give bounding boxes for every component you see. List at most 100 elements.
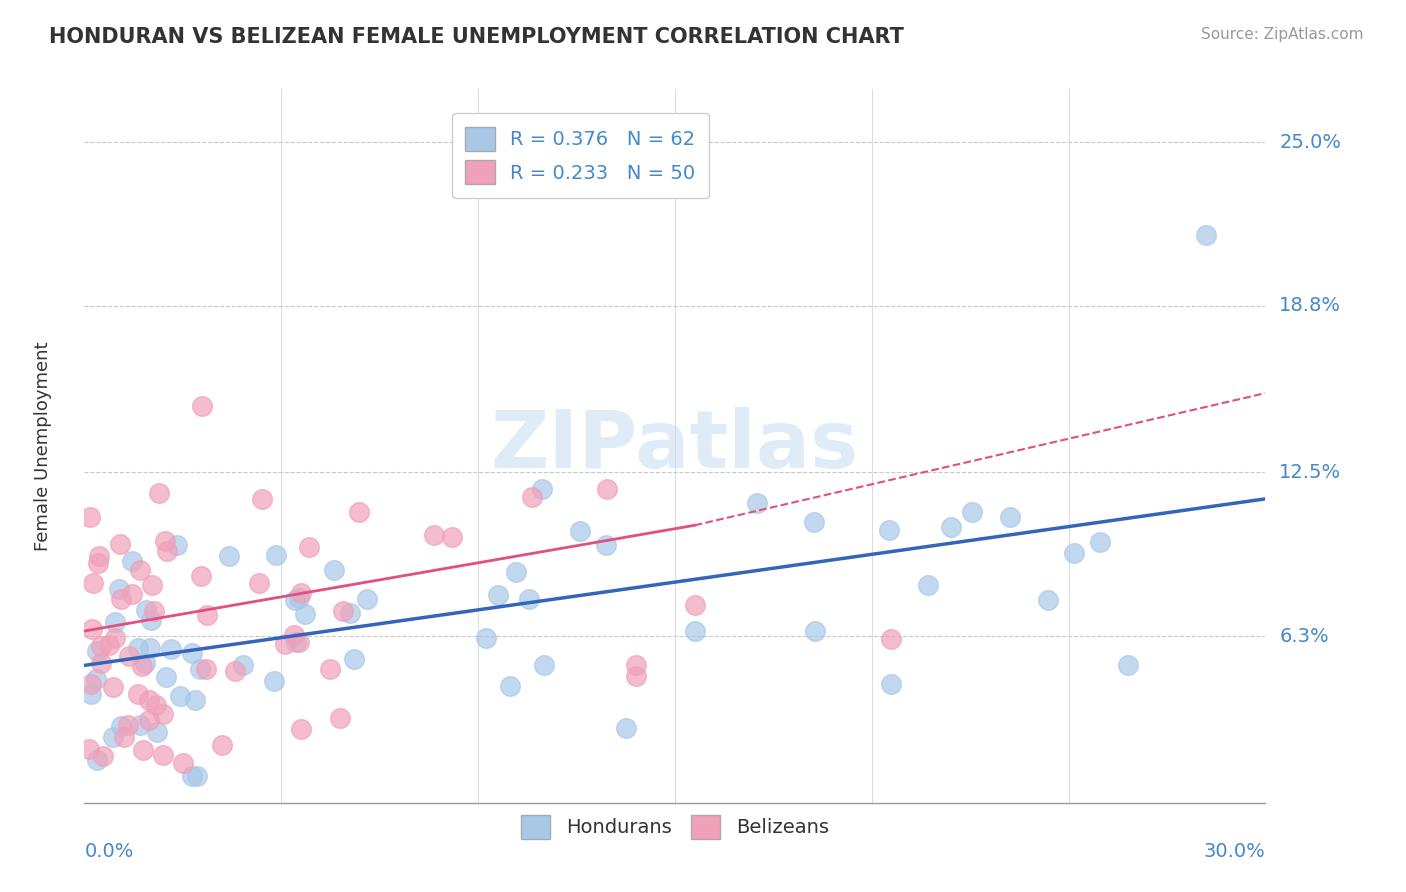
Point [683, 598, 706, 612]
Point [624, 669, 647, 683]
Point [880, 632, 903, 646]
Text: 6.3%: 6.3% [1279, 627, 1329, 646]
Point [250, 491, 273, 506]
Point [183, 692, 205, 706]
Point [1090, 535, 1112, 549]
Point [522, 490, 544, 504]
Point [104, 631, 127, 645]
Point [804, 624, 827, 638]
Point [218, 549, 240, 563]
Point [519, 592, 541, 607]
Point [152, 707, 174, 722]
Point [112, 730, 135, 744]
Point [82, 576, 104, 591]
Point [181, 769, 204, 783]
Point [89, 549, 111, 563]
Point [232, 657, 254, 672]
Text: Female Unemployment: Female Unemployment [34, 342, 52, 550]
Point [285, 635, 308, 649]
Point [80, 622, 103, 636]
Point [134, 603, 156, 617]
Point [880, 677, 903, 691]
Point [141, 577, 163, 591]
Point [499, 679, 522, 693]
Point [104, 615, 127, 629]
Point [596, 482, 619, 496]
Point [142, 604, 165, 618]
Point [108, 582, 131, 597]
Point [146, 725, 169, 739]
Point [121, 554, 143, 568]
Point [110, 537, 132, 551]
Text: 12.5%: 12.5% [1279, 463, 1341, 482]
Point [84, 672, 107, 686]
Point [79, 509, 101, 524]
Point [139, 640, 162, 655]
Point [332, 603, 354, 617]
Point [145, 698, 167, 712]
Point [110, 719, 132, 733]
Point [160, 642, 183, 657]
Point [530, 483, 553, 497]
Point [441, 530, 464, 544]
Point [533, 657, 555, 672]
Point [121, 587, 143, 601]
Point [148, 486, 170, 500]
Point [129, 563, 152, 577]
Point [595, 539, 617, 553]
Point [80, 677, 103, 691]
Text: ZIPatlas: ZIPatlas [491, 407, 859, 485]
Point [166, 538, 188, 552]
Point [745, 496, 768, 510]
Point [998, 510, 1021, 524]
Point [139, 613, 162, 627]
Point [423, 528, 446, 542]
Point [195, 607, 218, 622]
Point [356, 592, 378, 607]
Point [101, 680, 124, 694]
Point [127, 687, 149, 701]
Point [77, 741, 100, 756]
Point [224, 665, 246, 679]
Point [568, 524, 591, 538]
Point [211, 738, 233, 752]
Point [169, 690, 191, 704]
Point [172, 756, 194, 771]
Point [86, 644, 108, 658]
Point [101, 730, 124, 744]
Point [939, 520, 962, 534]
Point [138, 713, 160, 727]
Point [188, 662, 211, 676]
Point [1195, 227, 1218, 242]
Point [80, 687, 103, 701]
Point [155, 670, 177, 684]
Text: 30.0%: 30.0% [1204, 842, 1265, 861]
Point [132, 743, 155, 757]
Point [683, 624, 706, 638]
Point [283, 628, 305, 642]
Point [505, 565, 527, 579]
Point [1063, 546, 1085, 560]
Text: 0.0%: 0.0% [84, 842, 134, 861]
Point [91, 749, 114, 764]
Point [152, 748, 174, 763]
Point [298, 541, 321, 555]
Point [475, 632, 498, 646]
Text: 25.0%: 25.0% [1279, 133, 1341, 152]
Point [129, 717, 152, 731]
Point [127, 641, 149, 656]
Point [1116, 658, 1139, 673]
Text: Source: ZipAtlas.com: Source: ZipAtlas.com [1201, 27, 1364, 42]
Point [264, 548, 287, 562]
Point [117, 718, 139, 732]
Point [134, 656, 156, 670]
Point [138, 693, 160, 707]
Point [288, 591, 311, 606]
Point [273, 637, 295, 651]
Point [290, 586, 312, 600]
Point [917, 578, 939, 592]
Point [294, 607, 316, 621]
Point [329, 711, 352, 725]
Point [290, 722, 312, 736]
Point [624, 658, 647, 673]
